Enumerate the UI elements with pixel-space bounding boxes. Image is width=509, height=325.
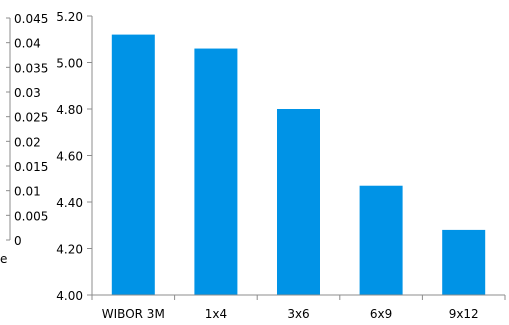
secondary-tick-label: 0.045 [14, 12, 48, 26]
x-tick-label: 9x12 [449, 307, 479, 321]
bar [194, 48, 238, 295]
x-tick-label: 3x6 [287, 307, 309, 321]
y-tick-label: 5.20 [56, 10, 83, 24]
secondary-partial-label: e [0, 252, 7, 266]
primary-y-axis: 4.00 4.20 4.40 4.60 4.80 5.00 5.20 [56, 10, 93, 303]
secondary-tick-label: 0.035 [14, 61, 48, 75]
secondary-tick-label: 0.04 [14, 37, 41, 51]
bar [359, 185, 403, 295]
y-tick-label: 4.20 [56, 243, 83, 257]
secondary-y-axis: 0 0.005 0.01 0.015 0.02 0.025 0.03 0.035 0.04 0.0… [0, 12, 48, 266]
x-tick-label: WIBOR 3M [102, 307, 165, 321]
y-tick-label: 4.00 [56, 289, 83, 303]
y-tick-label: 5.00 [56, 57, 83, 71]
y-tick-label: 4.80 [56, 103, 83, 117]
x-axis: WIBOR 3M 1x4 3x6 6x9 9x12 [91, 294, 506, 321]
y-tick-label: 4.60 [56, 150, 83, 164]
x-tick-label: 6x9 [370, 307, 392, 321]
secondary-tick-label: 0.01 [14, 185, 41, 199]
y-tick-label: 4.40 [56, 196, 83, 210]
secondary-tick-label: 0.015 [14, 160, 48, 174]
secondary-tick-label: 0 [14, 234, 22, 248]
secondary-tick-label: 0.005 [14, 209, 48, 223]
bar [277, 109, 320, 295]
bar [111, 34, 155, 295]
bars [111, 34, 486, 295]
secondary-tick-label: 0.03 [14, 86, 41, 100]
x-tick-label: 1x4 [205, 307, 227, 321]
secondary-tick-label: 0.025 [14, 111, 48, 125]
bar [442, 229, 486, 295]
secondary-tick-label: 0.02 [14, 135, 41, 149]
